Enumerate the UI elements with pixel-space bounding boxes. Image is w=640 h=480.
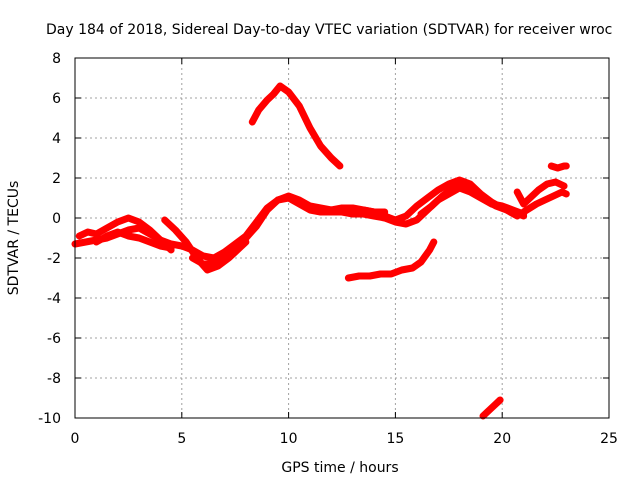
y-tick-labels: -10 -8 -6 -4 -2 0 2 4 6 8 <box>38 51 61 427</box>
y-tick-label: 0 <box>52 211 61 227</box>
x-tick-label: 20 <box>493 431 511 447</box>
x-tick-label: 5 <box>177 431 186 447</box>
y-tick-label: -4 <box>47 291 61 307</box>
data-series-track-l <box>520 188 570 216</box>
x-tick-labels: 0 5 10 15 20 25 <box>71 431 618 447</box>
x-tick-label: 25 <box>600 431 618 447</box>
grid <box>75 58 609 418</box>
ticks <box>74 57 610 419</box>
x-tick-label: 15 <box>386 431 404 447</box>
y-tick-label: -6 <box>47 331 61 347</box>
data-marks <box>71 82 570 420</box>
y-tick-label: 8 <box>52 51 61 67</box>
y-tick-label: 2 <box>52 171 61 187</box>
data-series-track-m <box>547 162 570 172</box>
data-series-track-h <box>338 176 528 224</box>
data-series-track-k <box>513 178 568 208</box>
data-series-track-f <box>248 82 344 170</box>
data-series-track-b <box>75 214 175 254</box>
x-tick-label: 10 <box>280 431 298 447</box>
plot-frame <box>74 57 610 419</box>
chart-title: Day 184 of 2018, Sidereal Day-to-day VTE… <box>46 22 612 38</box>
data-series-track-c <box>92 228 175 252</box>
y-axis-label: SDTVAR / TECUs <box>6 181 22 296</box>
data-series-track-j <box>479 396 504 420</box>
y-tick-label: 4 <box>52 131 61 147</box>
x-tick-label: 0 <box>71 431 80 447</box>
y-tick-label: -2 <box>47 251 61 267</box>
y-tick-label: -8 <box>47 371 61 387</box>
y-tick-label: 6 <box>52 91 61 107</box>
data-series-track-g <box>344 238 438 282</box>
x-axis-label: GPS time / hours <box>281 460 398 476</box>
y-tick-label: -10 <box>38 411 61 427</box>
data-series-track-i <box>417 182 521 220</box>
data-series-track-d <box>161 216 250 274</box>
